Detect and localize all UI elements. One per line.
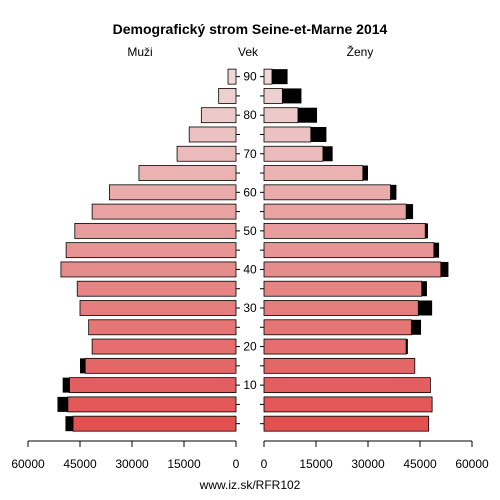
female-bar-15-19 xyxy=(263,357,416,374)
female-x-tick-label: 60000 xyxy=(455,457,489,471)
female-excess-bar-40-44 xyxy=(440,261,449,277)
female-excess-bar-50-54 xyxy=(425,223,428,239)
female-x-axis: 0 15000 30000 45000 60000 xyxy=(261,440,489,471)
age-tick-label: 50 xyxy=(243,224,257,238)
female-excess-bar-90+ xyxy=(271,69,288,85)
female-bar-55-59 xyxy=(263,203,407,220)
age-tick-label: 30 xyxy=(243,301,257,315)
male-bar-5-9 xyxy=(67,396,237,413)
male-x-tick-label: 45000 xyxy=(63,457,97,471)
male-bars xyxy=(57,68,237,432)
male-bar-80-84 xyxy=(200,107,237,124)
female-bar-30-34 xyxy=(263,300,419,316)
female-bar-35-39 xyxy=(263,280,423,297)
female-x-tick-label: 30000 xyxy=(351,457,385,471)
female-bar-75-79 xyxy=(263,126,312,143)
male-bar-40-44 xyxy=(60,261,237,278)
male-bar-50-54 xyxy=(74,222,237,239)
male-bar-65-69 xyxy=(138,165,237,181)
age-tick-label: 70 xyxy=(243,147,257,161)
age-tick-label: 80 xyxy=(243,108,257,122)
age-label: Vek xyxy=(238,45,259,59)
female-excess-bar-60-64 xyxy=(390,184,397,200)
female-excess-bar-65-69 xyxy=(362,165,368,181)
male-bar-15-19 xyxy=(84,357,237,374)
female-bar-80-84 xyxy=(263,107,299,124)
male-excess-bar-10-14 xyxy=(62,377,70,393)
female-x-tick-label: 0 xyxy=(261,457,268,471)
male-bar-0-4 xyxy=(72,415,237,432)
female-excess-bar-35-39 xyxy=(421,281,427,297)
male-label: Muži xyxy=(127,45,152,59)
male-x-tick-label: 30000 xyxy=(115,457,149,471)
female-label: Ženy xyxy=(347,44,374,59)
male-bar-60-64 xyxy=(109,184,237,201)
female-bar-85-89 xyxy=(263,88,283,104)
male-bar-25-29 xyxy=(88,319,237,336)
female-excess-bar-75-79 xyxy=(310,126,327,142)
female-bar-10-14 xyxy=(263,377,431,394)
female-x-tick-label: 45000 xyxy=(403,457,437,471)
male-excess-bar-0-4 xyxy=(65,416,74,432)
male-bar-10-14 xyxy=(69,377,237,394)
female-excess-bar-20-24 xyxy=(406,339,408,355)
female-bar-60-64 xyxy=(263,184,391,201)
female-x-tick-label: 15000 xyxy=(299,457,333,471)
male-bar-45-49 xyxy=(65,242,237,259)
female-excess-bar-85-89 xyxy=(282,88,302,104)
female-excess-bar-55-59 xyxy=(406,204,414,220)
female-bar-50-54 xyxy=(263,222,426,239)
age-axis: 10 20 30 40 50 60 70 80 90 xyxy=(236,70,264,425)
female-bar-40-44 xyxy=(263,261,442,278)
female-excess-bar-70-74 xyxy=(322,146,333,162)
age-tick-label: 10 xyxy=(243,378,257,392)
male-bar-35-39 xyxy=(76,280,237,297)
male-excess-bar-15-19 xyxy=(80,358,86,374)
female-bar-25-29 xyxy=(263,319,412,336)
female-bars xyxy=(263,68,449,432)
female-bar-90+ xyxy=(263,68,273,85)
age-tick-label: 60 xyxy=(243,185,257,199)
male-excess-bar-5-9 xyxy=(57,396,68,412)
male-x-axis: 60000 45000 30000 15000 0 xyxy=(11,440,240,471)
male-bar-75-79 xyxy=(188,126,237,143)
female-excess-bar-30-34 xyxy=(418,300,433,316)
male-x-tick-label: 15000 xyxy=(167,457,201,471)
age-tick-label: 90 xyxy=(243,70,257,84)
male-bar-90+ xyxy=(227,68,237,85)
female-bar-0-4 xyxy=(263,415,430,432)
age-tick-label: 20 xyxy=(243,340,257,354)
chart-title: Demografický strom Seine-et-Marne 2014 xyxy=(113,21,388,37)
male-bar-20-24 xyxy=(91,338,237,355)
female-excess-bar-45-49 xyxy=(433,242,440,258)
female-bar-45-49 xyxy=(263,242,435,259)
female-bar-70-74 xyxy=(263,145,324,162)
female-bar-5-9 xyxy=(263,396,433,413)
male-bar-55-59 xyxy=(91,203,237,220)
female-bar-20-24 xyxy=(263,338,407,355)
female-bar-65-69 xyxy=(263,165,364,181)
age-tick-label: 40 xyxy=(243,262,257,276)
male-x-tick-label: 60000 xyxy=(11,457,45,471)
female-excess-bar-80-84 xyxy=(297,107,318,123)
male-bar-85-89 xyxy=(218,88,237,104)
male-bar-70-74 xyxy=(176,145,237,162)
footer-source: www.iz.sk/RFR102 xyxy=(199,478,301,492)
male-bar-30-34 xyxy=(79,300,237,316)
male-x-tick-label: 0 xyxy=(233,457,240,471)
female-excess-bar-25-29 xyxy=(411,319,422,335)
